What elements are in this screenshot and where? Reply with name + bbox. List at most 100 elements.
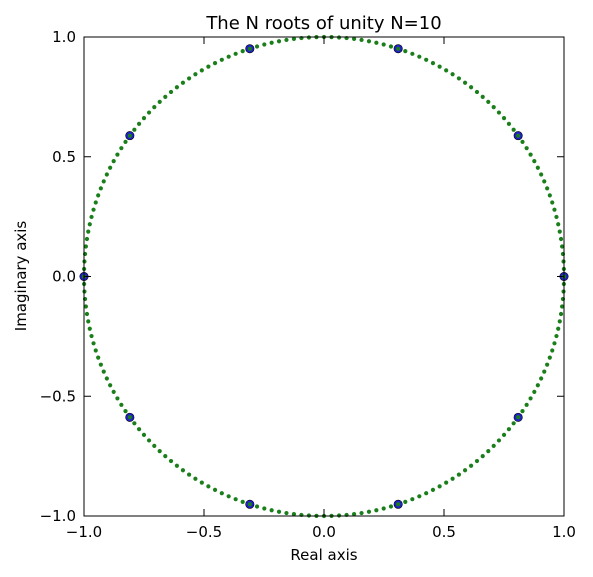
circle-dot	[276, 39, 282, 44]
circle-dot	[83, 304, 88, 309]
circle-dot	[532, 389, 537, 394]
circle-dot	[366, 509, 372, 514]
circle-dot	[84, 311, 90, 317]
circle-dot	[269, 40, 274, 45]
circle-dot	[119, 146, 124, 151]
circle-dot	[108, 383, 113, 388]
circle-dot	[157, 99, 162, 105]
circle-dot	[199, 68, 204, 73]
circle-dot	[524, 402, 529, 407]
circle-dot	[163, 454, 168, 459]
circle-dot	[545, 362, 550, 367]
circle-dot	[186, 472, 192, 477]
x-axis-label: Real axis	[290, 546, 357, 564]
circle-dot	[254, 44, 260, 49]
x-tick-label: 1.0	[552, 523, 576, 541]
circle-dot	[542, 369, 547, 374]
circle-dot	[437, 64, 442, 69]
circle-dot	[127, 415, 132, 420]
chart-title: The N roots of unity N=10	[205, 13, 441, 34]
circle-dot	[496, 438, 502, 443]
circle-dot	[547, 193, 552, 198]
circle-dot	[284, 37, 289, 43]
x-tick-label: −0.5	[186, 523, 222, 541]
circle-dot	[123, 139, 128, 144]
circle-dot	[557, 229, 562, 234]
circle-dot	[284, 510, 289, 516]
circle-dot	[168, 458, 174, 464]
circle-dot	[91, 207, 96, 212]
circle-dot	[101, 179, 106, 184]
circle-dot	[108, 165, 113, 170]
circle-dot	[528, 152, 533, 157]
y-axis-label: Imaginary axis	[12, 221, 30, 332]
circle-dot	[520, 409, 525, 414]
circle-dot	[554, 214, 559, 220]
circle-dot	[501, 432, 507, 437]
circle-dot	[506, 427, 512, 432]
circle-dot	[276, 509, 282, 514]
circle-dot	[98, 362, 103, 367]
circle-dot	[558, 311, 564, 317]
circle-dot	[511, 127, 516, 132]
circle-dot	[550, 348, 555, 353]
circle-dot	[146, 110, 152, 115]
circle-dot	[212, 61, 218, 66]
circle-dot	[417, 494, 422, 499]
circle-dot	[424, 57, 429, 62]
circle-dot	[506, 121, 512, 126]
circle-dot	[212, 487, 218, 492]
circle-dot	[410, 497, 415, 502]
circle-dot	[219, 491, 224, 496]
circle-dot	[539, 172, 544, 177]
circle-dot	[240, 499, 245, 504]
circle-dot	[83, 244, 88, 249]
y-tick-label: 0.0	[52, 268, 76, 286]
circle-dot	[545, 186, 550, 191]
circle-dot	[351, 512, 357, 517]
circle-dot	[233, 51, 238, 56]
y-tick-label: −1.0	[40, 507, 76, 525]
circle-dot	[206, 64, 211, 69]
circle-dot	[547, 355, 552, 360]
circle-dot	[115, 152, 120, 157]
circle-dot	[132, 421, 137, 426]
circle-dot	[193, 72, 198, 77]
circle-dot	[254, 504, 260, 509]
circle-dot	[535, 383, 540, 388]
circle-dot	[157, 448, 162, 454]
circle-dot	[374, 40, 379, 45]
circle-dot	[396, 502, 401, 507]
circle-dot	[168, 89, 174, 95]
circle-dot	[468, 85, 474, 90]
circle-dot	[141, 116, 147, 121]
circle-dot	[193, 476, 198, 481]
y-tick-label: 1.0	[52, 28, 76, 46]
circle-dot	[388, 504, 394, 509]
circle-dot	[351, 36, 357, 41]
circle-dot	[87, 222, 92, 227]
x-tick-label: 0.0	[312, 523, 336, 541]
circle-dot	[535, 165, 540, 170]
circle-dot	[86, 229, 91, 234]
circle-dot	[199, 480, 204, 485]
circle-dot	[552, 341, 557, 346]
circle-dot	[516, 415, 521, 420]
circle-dot	[96, 193, 101, 198]
circle-dot	[127, 133, 132, 138]
circle-dot	[491, 105, 496, 110]
circle-dot	[511, 421, 516, 426]
circle-dot	[163, 94, 168, 99]
circle-dot	[111, 159, 116, 164]
circle-dot	[226, 54, 231, 59]
circle-dot	[480, 94, 485, 99]
circle-dot	[98, 186, 103, 191]
circle-dot	[486, 99, 491, 105]
circle-dot	[491, 443, 496, 448]
circle-dot	[93, 348, 98, 353]
circle-dot	[240, 49, 245, 54]
circle-dot	[474, 89, 480, 95]
circle-dot	[403, 499, 408, 504]
circle-dot	[462, 468, 468, 473]
